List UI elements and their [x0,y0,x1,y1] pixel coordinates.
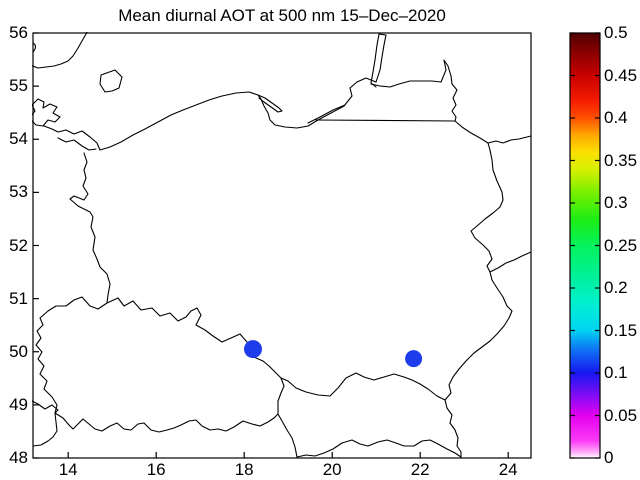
austria-slovakia-border-path [277,413,298,458]
x-tick-label: 18 [234,460,254,479]
poland-border-path [69,120,513,401]
colorbar-tick-label: 0.45 [604,65,638,85]
colorbar-tick-label: 0 [604,448,614,467]
bornholm-island-path [99,69,123,93]
colorbar-tick-label: 0.35 [604,150,638,170]
plot-frame [32,32,532,459]
y-tick-label: 48 [9,448,28,467]
sweden-coast-path [32,32,88,69]
x-tick-label: 24 [498,460,518,479]
y-tick-label: 53 [9,182,28,202]
colorbar-tick-label: 0.3 [604,193,628,212]
colorbar-tick-label: 0.1 [604,363,628,382]
belarus-ukraine-border-path [489,251,532,273]
y-tick-label: 56 [9,23,28,42]
colorbar-tick-label: 0.15 [604,320,638,340]
data-points-group [244,340,423,368]
slovakia-hungary-border-path [296,439,462,458]
colorbar-tick-label: 0.5 [604,23,628,42]
map-outlines [32,30,532,458]
baltic-coast-path [99,77,377,151]
x-tick-label: 14 [58,460,78,479]
y-tick-label: 49 [9,394,28,414]
y-tick-label: 51 [9,288,28,308]
czech-border-path [35,296,279,433]
chart-title: Mean diurnal AOT at 500 nm 15–Dec–2020 [118,6,446,25]
colorbar-tick-label: 0.4 [604,108,628,127]
bavaria-border-path [32,400,59,414]
colorbar-tick-label: 0.05 [604,405,638,425]
left-edge-islet-path [32,42,37,53]
ukraine-slovakia-border-path [444,399,462,458]
y-tick-label: 55 [9,76,28,96]
lithuania-belarus-border-path [487,135,532,144]
oder-outlet-path [83,152,88,179]
x-tick-label: 20 [322,460,342,479]
y-tick-label: 54 [9,129,28,149]
colorbar-tick-label: 0.2 [604,278,628,297]
czech-slovakia-border-path [277,377,285,415]
neman-border-path [370,59,458,122]
sweden-coast-dash-path [92,30,100,31]
colorbar-ticks [570,32,600,459]
y-tick-label: 52 [9,235,28,255]
aot-station-marker [244,340,262,359]
y-tick-label: 50 [9,341,28,361]
austria-inn-border-path [32,412,58,447]
szczecin-lagoon-path [57,137,97,151]
aot-station-marker [405,350,423,368]
curonian-spit-path [370,33,387,88]
vistula-spit-path [307,104,346,124]
x-tick-label: 22 [410,460,430,479]
colorbar-tick-label: 0.25 [604,235,638,255]
usedom-coast-path [43,125,101,151]
hel-peninsula-path [257,94,283,113]
x-tick-label: 16 [146,460,166,479]
ruegen-island-path [32,98,61,127]
axis-ticks [33,32,509,459]
kaliningrad-border-path [315,119,456,122]
